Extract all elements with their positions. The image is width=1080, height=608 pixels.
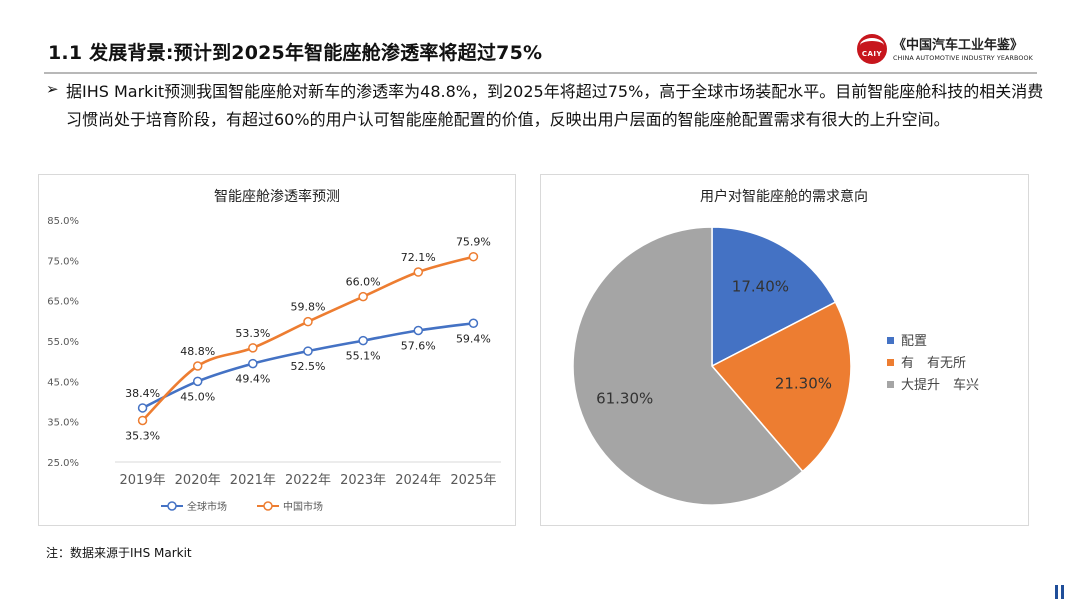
pie-legend-swatch-icon [887,381,894,388]
data-point [303,346,313,356]
data-point [248,358,258,369]
y-tick-label: 65.0% [47,297,79,308]
x-tick-label: 2025年 [450,473,496,488]
data-label: 59.8% [291,301,326,314]
line-chart-panel: 智能座舱渗透率预测 25.0% 35.0% 45.0% 55.0% 65.0% 75.0% 8… [38,174,516,526]
data-point [137,403,148,413]
logo-badge-text: CAIY [861,50,883,58]
y-tick-label: 75.0% [47,256,79,267]
legend-china-label: 中国市场 [283,500,323,513]
source-note: 注：数据来源于IHS Markit [46,546,192,560]
line-chart-title: 智能座舱渗透率预测 [214,188,340,205]
data-label: 66.0% [346,276,381,289]
data-point [468,318,479,329]
slice-label: 61.30% [596,389,653,407]
x-tick-label: 2019年 [120,473,166,488]
data-label: 45.0% [180,390,215,403]
bullet-text: 据IHS Markit预测我国智能座舱对新车的渗透率为48.8%，到2025年将… [66,82,1044,129]
data-label: 55.1% [346,350,381,363]
data-label: 75.9% [456,236,491,249]
data-label: 48.8% [180,345,215,358]
y-tick-label: 85.0% [47,216,79,227]
y-tick-label: 55.0% [47,337,79,348]
caiy-emblem-icon: CAIY [857,34,887,64]
header-divider [44,72,1037,74]
data-label: 57.6% [401,340,436,353]
data-point [303,316,313,327]
data-point [468,251,479,262]
slice-label: 17.40% [732,277,789,295]
page-title: 1.1 发展背景:预计到2025年智能座舱渗透率将超过75% [48,42,543,64]
legend-global-label: 全球市场 [187,500,227,513]
caiy-logo: CAIY 《中国汽车工业年鉴》 CHINA AUTOMOTIVE INDUSTR… [857,34,1039,66]
legend-global-marker-icon [167,501,177,511]
pie-chart-title: 用户对智能座舱的需求意向 [700,188,868,205]
data-label: 53.3% [235,327,270,340]
data-label: 38.4% [125,387,160,400]
data-point [358,291,368,302]
data-point [248,343,258,353]
slice-label: 21.30% [775,375,832,393]
data-label: 52.5% [291,360,326,373]
legend-china-marker-icon [263,501,273,511]
pie-legend-label: 大提升 车兴 [901,377,979,393]
pie-legend-label: 有 有无所 [901,356,966,371]
data-point [413,267,424,277]
y-tick-label: 45.0% [47,377,79,388]
pie-slice-config [711,226,837,368]
x-tick-label: 2020年 [175,473,221,488]
data-point [192,376,203,387]
pie-slice-optional [710,301,852,473]
data-point [192,361,203,371]
pie-legend-label: 配置 [901,334,927,349]
pie-legend-swatch-icon [887,359,894,366]
line-chart: 智能座舱渗透率预测 25.0% 35.0% 45.0% 55.0% 65.0% 75.0% 8… [47,188,501,513]
logo-chinese-text: 《中国汽车工业年鉴》 [893,38,1024,53]
data-label: 72.1% [401,251,436,264]
x-tick-label: 2021年 [230,473,276,488]
pie-slice-upgrade [572,226,804,506]
x-tick-label: 2023年 [340,473,386,488]
y-tick-label: 35.0% [47,418,79,429]
x-tick-label: 2024年 [395,473,441,488]
data-point [137,415,148,426]
page-marker-icon [1055,585,1065,599]
pie-chart-panel: 用户对智能座舱的需求意向 17.40% 21.30% 61.30% 配置有 有无所大提升… [540,174,1029,526]
pie-legend-swatch-icon [887,337,894,344]
y-tick-label: 25.0% [47,458,79,469]
data-point [413,325,424,336]
logo-english-text: CHINA AUTOMOTIVE INDUSTRY YEARBOOK [893,54,1033,62]
data-label: 35.3% [125,429,160,442]
pie-chart: 用户对智能座舱的需求意向 17.40% 21.30% 61.30% 配置有 有无所大提升… [572,188,979,506]
data-point [358,335,368,346]
bullet-arrow-icon: ➢ [46,80,59,98]
data-label: 49.4% [235,373,270,386]
x-tick-label: 2022年 [285,473,331,488]
data-label: 59.4% [456,332,491,345]
